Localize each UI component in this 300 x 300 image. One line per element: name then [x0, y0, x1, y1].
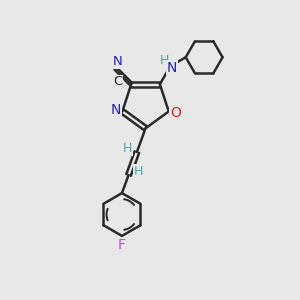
Text: H: H: [160, 54, 169, 67]
Text: N: N: [113, 56, 123, 68]
Text: H: H: [123, 142, 132, 155]
Text: N: N: [167, 61, 177, 75]
Text: F: F: [118, 238, 126, 252]
Text: H: H: [134, 165, 143, 178]
Text: O: O: [170, 106, 181, 120]
Text: N: N: [111, 103, 121, 117]
Text: C: C: [113, 75, 123, 88]
